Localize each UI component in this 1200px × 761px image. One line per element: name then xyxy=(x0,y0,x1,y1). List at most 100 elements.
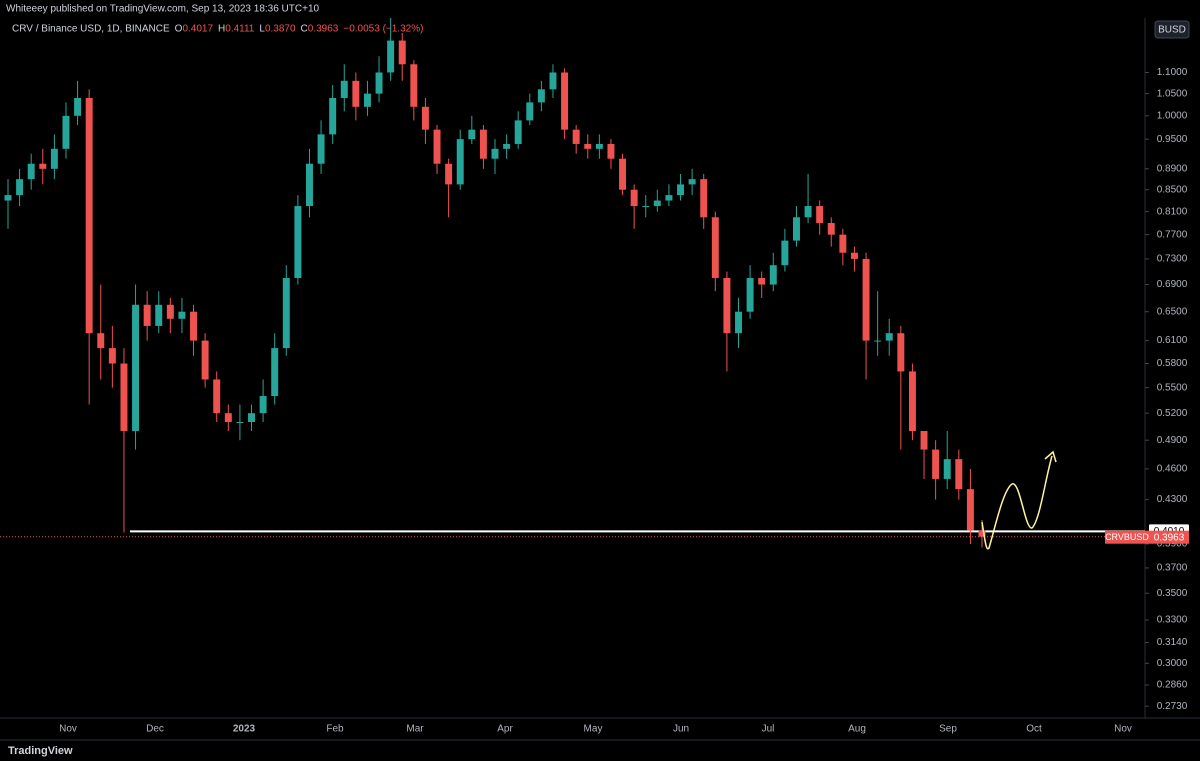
candle-body xyxy=(479,129,487,159)
x-tick-label: Dec xyxy=(146,724,164,735)
candle-body xyxy=(143,304,151,326)
y-tick-label: 0.9500 xyxy=(1157,134,1188,145)
x-tick-label: Feb xyxy=(326,724,344,735)
candle-body xyxy=(630,189,638,207)
candle-body xyxy=(595,143,603,149)
candle-body xyxy=(978,530,986,537)
candle-body xyxy=(665,195,673,201)
candle-body xyxy=(537,89,545,103)
candle-body xyxy=(213,379,221,414)
x-tick-label: Oct xyxy=(1026,724,1042,735)
candle-body xyxy=(839,234,847,253)
candle-body xyxy=(874,340,882,342)
candle-body xyxy=(190,311,198,341)
candle-body xyxy=(398,40,406,65)
x-tick-label: Jun xyxy=(673,724,689,735)
candle-body xyxy=(850,252,858,259)
legend-item: 0.3963 xyxy=(308,24,339,35)
candle-body xyxy=(549,72,557,90)
candle-body xyxy=(410,64,418,107)
candle-body xyxy=(363,93,371,107)
currency-label[interactable]: BUSD xyxy=(1158,25,1186,36)
candle-body xyxy=(526,102,534,121)
candle-body xyxy=(16,179,24,196)
candle-body xyxy=(433,129,441,164)
y-tick-label: 0.3140 xyxy=(1157,637,1188,648)
y-tick-label: 0.4600 xyxy=(1157,464,1188,475)
price-axis: 1.1000 1.0500 1.0000 0.9500 0.8900 0.8500 0.81… xyxy=(1105,67,1189,712)
legend-item: 0.4111 xyxy=(225,24,255,35)
candle-body xyxy=(653,200,661,207)
candle-body xyxy=(642,206,650,208)
candle-body xyxy=(294,206,302,279)
candle-body xyxy=(792,217,800,241)
y-tick-label: 0.3900 xyxy=(1157,539,1188,550)
candle-body xyxy=(966,489,974,531)
currency-button[interactable] xyxy=(1154,20,1190,39)
y-tick-label: 0.3300 xyxy=(1157,615,1188,626)
legend-item: C xyxy=(301,24,308,35)
candle-body xyxy=(491,148,499,159)
y-tick-label: 0.6500 xyxy=(1157,306,1188,317)
y-tick-label: 0.6900 xyxy=(1157,279,1188,290)
candle-body xyxy=(85,97,93,334)
candle-body xyxy=(39,163,47,169)
candle-body xyxy=(97,333,105,349)
x-tick-label: Nov xyxy=(59,724,77,735)
x-tick-label: Nov xyxy=(1114,724,1132,735)
x-tick-label: Apr xyxy=(497,724,513,735)
candle-body xyxy=(224,413,232,423)
legend: CRV / Binance USD, 1D, BINANCE O 0.4017 H 0.… xyxy=(12,24,423,35)
candle-body xyxy=(375,72,383,94)
candle-body xyxy=(746,278,754,312)
candle-body xyxy=(445,163,453,185)
y-tick-label: 0.3500 xyxy=(1157,588,1188,599)
candle-body xyxy=(735,311,742,334)
plot-area xyxy=(0,18,1145,548)
drawn-arrow xyxy=(981,450,1057,550)
last-price-name-tag xyxy=(1105,530,1149,544)
x-tick-label: May xyxy=(584,724,603,735)
candle-body xyxy=(503,143,511,149)
candle-body xyxy=(897,333,905,372)
candle-body xyxy=(62,115,70,149)
y-tick-label: 0.5200 xyxy=(1157,408,1188,419)
y-tick-label: 0.8100 xyxy=(1157,206,1188,217)
candle-body xyxy=(317,134,325,164)
candle-body xyxy=(178,311,186,319)
x-tick-label: Jul xyxy=(762,724,775,735)
y-tick-label: 0.5500 xyxy=(1157,382,1188,393)
y-tick-label: 1.0500 xyxy=(1157,88,1188,99)
y-tick-label: 0.8900 xyxy=(1157,163,1188,174)
candle-body xyxy=(468,129,476,140)
y-tick-label: 0.4300 xyxy=(1157,494,1188,505)
candle-body xyxy=(155,304,163,326)
candle-body xyxy=(201,340,209,380)
candle-body xyxy=(943,459,951,479)
x-tick-label: Sep xyxy=(939,724,957,735)
y-tick-label: 0.2860 xyxy=(1157,680,1188,691)
y-tick-label: 0.8500 xyxy=(1157,184,1188,195)
legend-item: 0.3870 xyxy=(265,24,296,35)
legend-item: O xyxy=(175,24,183,35)
legend-item: CRV / Binance USD, 1D, BINANCE xyxy=(12,24,170,35)
y-tick-label: 0.5800 xyxy=(1157,358,1188,369)
candle-body xyxy=(456,139,464,185)
candle-body xyxy=(352,80,360,107)
candle-body xyxy=(120,363,128,432)
candle-body xyxy=(282,278,290,349)
candle-body xyxy=(236,422,244,424)
candle-body xyxy=(50,148,58,169)
footer-brand: TradingView xyxy=(8,745,73,757)
candle-body xyxy=(955,459,963,490)
candle-body xyxy=(248,413,255,423)
candle-body xyxy=(572,129,580,144)
y-tick-label: 0.3000 xyxy=(1157,658,1188,669)
candle-body xyxy=(74,97,82,116)
candle-body xyxy=(677,184,685,196)
y-tick-label: 1.1000 xyxy=(1157,67,1188,78)
byline: Whiteeey published on TradingView.com, S… xyxy=(6,4,320,15)
legend-item: −0.0053 (−1.32%) xyxy=(343,24,423,35)
x-tick-label: Aug xyxy=(848,724,866,735)
